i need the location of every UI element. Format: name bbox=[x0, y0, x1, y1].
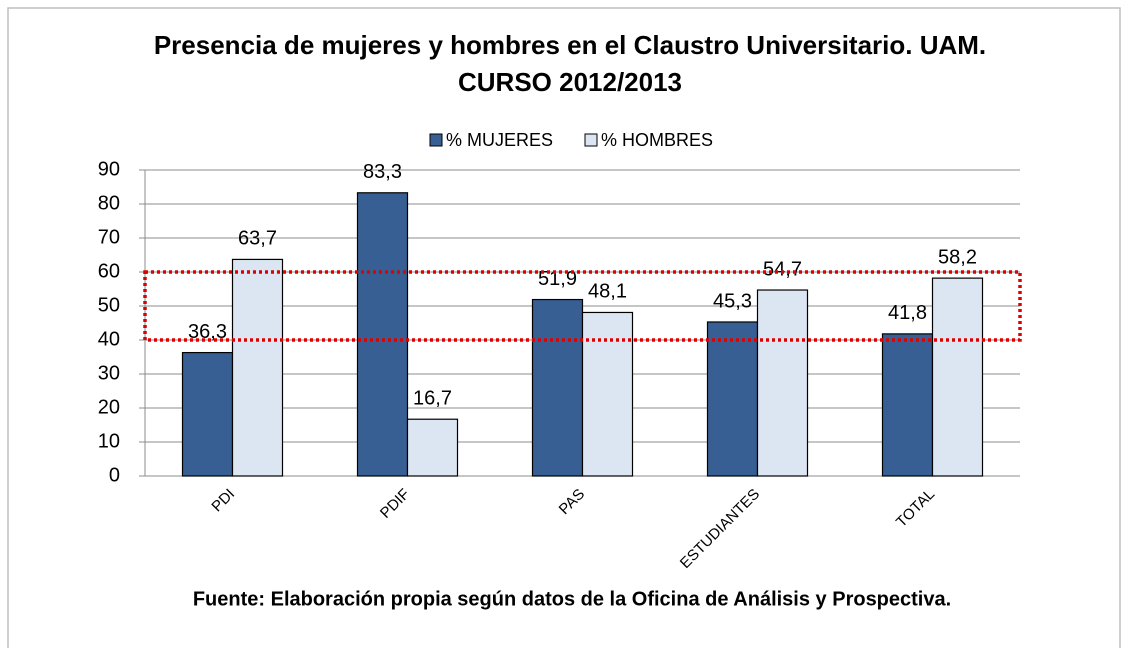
bar bbox=[756, 289, 809, 477]
highlight-box bbox=[143, 270, 1022, 342]
y-tick-label: 90 bbox=[98, 158, 120, 180]
y-tick-label: 60 bbox=[98, 260, 120, 282]
y-tick-label: 0 bbox=[109, 464, 120, 486]
bar bbox=[356, 192, 409, 477]
y-tick-label: 10 bbox=[98, 430, 120, 452]
y-tick-label: 20 bbox=[98, 396, 120, 418]
legend-label: % MUJERES bbox=[446, 130, 553, 150]
y-tick-label: 70 bbox=[98, 226, 120, 248]
x-tick-label: PDIF bbox=[377, 486, 413, 522]
value-label: 48,1 bbox=[588, 281, 627, 303]
y-tick-label: 50 bbox=[98, 294, 120, 316]
chart-title: Presencia de mujeres y hombres en el Cla… bbox=[154, 30, 986, 60]
source-note: Fuente: Elaboración propia según datos d… bbox=[193, 588, 951, 610]
value-label: 16,7 bbox=[413, 388, 452, 410]
chart-border bbox=[7, 7, 1121, 648]
chart-title: CURSO 2012/2013 bbox=[458, 67, 682, 97]
y-tick-label: 40 bbox=[98, 328, 120, 350]
legend-label: % HOMBRES bbox=[601, 130, 713, 150]
legend-swatch bbox=[429, 133, 443, 147]
value-label: 36,3 bbox=[188, 321, 227, 343]
bar bbox=[881, 333, 934, 477]
value-label: 45,3 bbox=[713, 290, 752, 312]
y-tick-label: 30 bbox=[98, 362, 120, 384]
x-tick-label: PDI bbox=[208, 486, 238, 516]
bar bbox=[931, 277, 984, 477]
bar bbox=[706, 321, 759, 477]
x-tick-label: PAS bbox=[556, 486, 588, 518]
x-tick-label: TOTAL bbox=[893, 486, 938, 531]
value-label: 54,7 bbox=[763, 258, 802, 280]
x-tick-label: ESTUDIANTES bbox=[677, 486, 763, 572]
bar bbox=[581, 311, 634, 477]
legend-swatch bbox=[584, 133, 598, 147]
value-label: 41,8 bbox=[888, 302, 927, 324]
y-tick-label: 80 bbox=[98, 192, 120, 214]
value-label: 63,7 bbox=[238, 228, 277, 250]
bar bbox=[531, 298, 584, 477]
bar bbox=[181, 351, 234, 477]
value-label: 83,3 bbox=[363, 161, 402, 183]
bar bbox=[231, 258, 284, 477]
bar bbox=[406, 418, 459, 477]
value-label: 58,2 bbox=[938, 246, 977, 268]
